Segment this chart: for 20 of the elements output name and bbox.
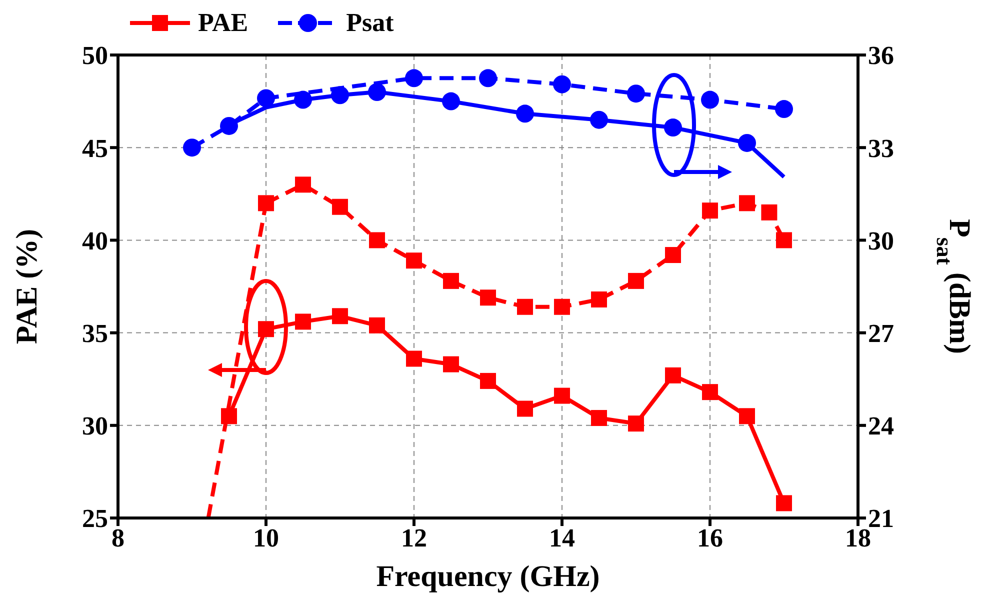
y-tick-label: 40	[82, 226, 108, 256]
y-axis-title: PAE (%)	[10, 228, 44, 344]
legend-label: PAE	[198, 8, 248, 38]
y-tick-label: 45	[82, 134, 108, 163]
y2-tick-label: 36	[868, 41, 894, 70]
y-tick-label: 25	[82, 504, 108, 534]
y-tick-label: 50	[82, 41, 108, 70]
y-tick-label: 35	[82, 319, 108, 348]
y-tick-label: 30	[82, 412, 108, 441]
y2-tick-label: 33	[868, 134, 894, 163]
x-tick-label: 10	[253, 523, 279, 552]
x-tick-label: 8	[112, 523, 124, 552]
x-tick-label: 12	[401, 523, 427, 552]
x-tick-label: 16	[697, 523, 723, 552]
x-tick-label: 14	[549, 523, 575, 552]
x-axis-title: Frequency (GHz)	[376, 560, 600, 593]
y2-tick-label: 27	[868, 319, 894, 348]
y2-tick-label: 30	[868, 226, 894, 256]
y2-tick-label: 24	[868, 412, 894, 441]
legend-label: Psat	[346, 8, 394, 38]
